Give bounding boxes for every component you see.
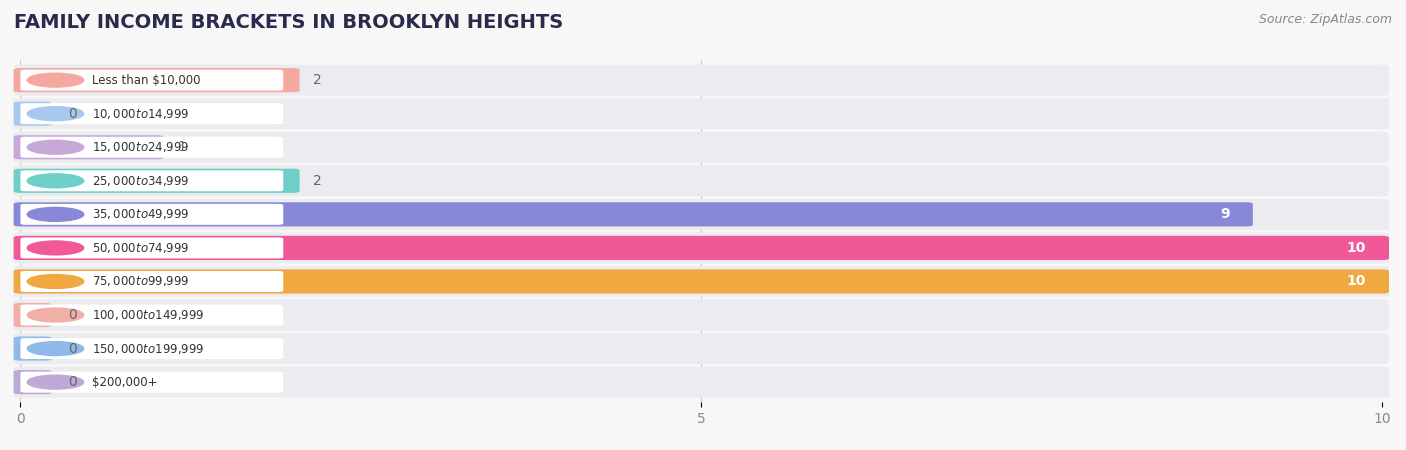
Circle shape: [27, 342, 84, 356]
FancyBboxPatch shape: [14, 98, 1389, 129]
Text: $35,000 to $49,999: $35,000 to $49,999: [91, 207, 190, 221]
Text: $75,000 to $99,999: $75,000 to $99,999: [91, 274, 190, 288]
Circle shape: [27, 73, 84, 87]
FancyBboxPatch shape: [14, 367, 1389, 398]
FancyBboxPatch shape: [14, 270, 1389, 293]
Text: 9: 9: [1220, 207, 1230, 221]
FancyBboxPatch shape: [21, 204, 283, 225]
Circle shape: [27, 308, 84, 322]
FancyBboxPatch shape: [14, 169, 299, 193]
FancyBboxPatch shape: [21, 170, 283, 191]
FancyBboxPatch shape: [21, 305, 283, 325]
Circle shape: [27, 174, 84, 188]
FancyBboxPatch shape: [14, 165, 1389, 196]
Text: $15,000 to $24,999: $15,000 to $24,999: [91, 140, 190, 154]
FancyBboxPatch shape: [21, 137, 283, 158]
FancyBboxPatch shape: [21, 70, 283, 90]
Text: 0: 0: [67, 375, 77, 389]
FancyBboxPatch shape: [14, 333, 1389, 364]
FancyBboxPatch shape: [14, 199, 1389, 230]
Text: 10: 10: [1347, 274, 1365, 288]
Circle shape: [27, 107, 84, 121]
FancyBboxPatch shape: [14, 65, 1389, 95]
Text: FAMILY INCOME BRACKETS IN BROOKLYN HEIGHTS: FAMILY INCOME BRACKETS IN BROOKLYN HEIGH…: [14, 14, 564, 32]
FancyBboxPatch shape: [21, 103, 283, 124]
FancyBboxPatch shape: [14, 202, 1253, 226]
Circle shape: [27, 140, 84, 154]
FancyBboxPatch shape: [14, 300, 1389, 330]
Text: $200,000+: $200,000+: [91, 376, 157, 389]
Text: $10,000 to $14,999: $10,000 to $14,999: [91, 107, 190, 121]
Text: 0: 0: [67, 308, 77, 322]
FancyBboxPatch shape: [14, 236, 1389, 260]
Text: Source: ZipAtlas.com: Source: ZipAtlas.com: [1258, 14, 1392, 27]
FancyBboxPatch shape: [21, 271, 283, 292]
Text: 0: 0: [67, 107, 77, 121]
Text: $50,000 to $74,999: $50,000 to $74,999: [91, 241, 190, 255]
Text: 10: 10: [1347, 241, 1365, 255]
FancyBboxPatch shape: [14, 370, 52, 394]
Text: 2: 2: [314, 174, 322, 188]
FancyBboxPatch shape: [14, 102, 52, 126]
Circle shape: [27, 274, 84, 288]
Text: Less than $10,000: Less than $10,000: [91, 74, 201, 87]
Text: $25,000 to $34,999: $25,000 to $34,999: [91, 174, 190, 188]
Text: 2: 2: [314, 73, 322, 87]
FancyBboxPatch shape: [14, 266, 1389, 297]
Text: 1: 1: [177, 140, 186, 154]
Text: 0: 0: [67, 342, 77, 356]
FancyBboxPatch shape: [21, 338, 283, 359]
FancyBboxPatch shape: [14, 135, 163, 159]
FancyBboxPatch shape: [14, 303, 52, 327]
FancyBboxPatch shape: [14, 233, 1389, 263]
Circle shape: [27, 241, 84, 255]
FancyBboxPatch shape: [21, 372, 283, 393]
FancyBboxPatch shape: [14, 337, 52, 360]
Text: $150,000 to $199,999: $150,000 to $199,999: [91, 342, 204, 356]
Circle shape: [27, 375, 84, 389]
FancyBboxPatch shape: [21, 238, 283, 258]
Text: $100,000 to $149,999: $100,000 to $149,999: [91, 308, 204, 322]
FancyBboxPatch shape: [14, 68, 299, 92]
FancyBboxPatch shape: [14, 132, 1389, 163]
Circle shape: [27, 207, 84, 221]
